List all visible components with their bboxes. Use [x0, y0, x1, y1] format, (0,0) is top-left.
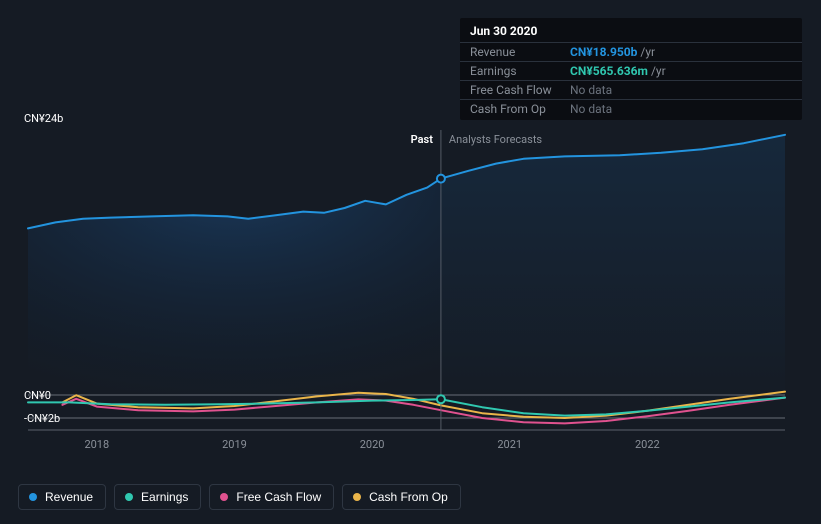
tooltip-metric-value: No data [570, 102, 612, 116]
tooltip-metric-label: Earnings [470, 64, 570, 78]
tooltip-row: RevenueCN¥18.950b/yr [460, 42, 802, 61]
tooltip-row: Cash From OpNo data [460, 99, 802, 118]
tooltip-metric-label: Free Cash Flow [470, 83, 570, 97]
legend-item-free_cash_flow[interactable]: Free Cash Flow [209, 484, 334, 510]
x-axis-label: 2020 [360, 438, 385, 451]
y-axis-label: -CN¥2b [24, 412, 60, 425]
tooltip-row: EarningsCN¥565.636m/yr [460, 61, 802, 80]
legend-color-dot [353, 493, 361, 501]
x-axis-label: 2018 [84, 438, 109, 451]
chart-legend: Revenue Earnings Free Cash Flow Cash From O… [18, 484, 461, 510]
data-point-tooltip: Jun 30 2020 RevenueCN¥18.950b/yrEarnings… [460, 18, 802, 120]
revenue-area [28, 179, 441, 406]
legend-color-dot [125, 493, 133, 501]
legend-color-dot [220, 493, 228, 501]
revenue-area [441, 135, 785, 406]
tooltip-metric-value: CN¥18.950b [570, 45, 637, 59]
x-axis-label: 2022 [635, 438, 660, 451]
region-label-future: Analysts Forecasts [449, 133, 543, 146]
legend-item-cash_from_op[interactable]: Cash From Op [342, 484, 461, 510]
y-axis-label: CN¥24b [24, 112, 63, 125]
legend-item-label: Cash From Op [369, 490, 448, 504]
x-axis-label: 2019 [222, 438, 247, 451]
legend-item-earnings[interactable]: Earnings [114, 484, 201, 510]
y-axis-label: CN¥0 [24, 389, 51, 402]
tooltip-metric-suffix: /yr [640, 45, 655, 59]
tooltip-metric-value: CN¥565.636m [570, 64, 648, 78]
tooltip-row: Free Cash FlowNo data [460, 80, 802, 99]
legend-item-label: Free Cash Flow [236, 490, 321, 504]
tooltip-metric-value: No data [570, 83, 612, 97]
tooltip-date: Jun 30 2020 [460, 24, 802, 42]
legend-item-label: Revenue [45, 490, 93, 504]
x-axis-label: 2021 [497, 438, 522, 451]
tooltip-metric-suffix: /yr [651, 64, 666, 78]
legend-item-revenue[interactable]: Revenue [18, 484, 106, 510]
legend-item-label: Earnings [141, 490, 188, 504]
highlight-marker-revenue [437, 175, 445, 183]
tooltip-metric-label: Revenue [470, 45, 570, 59]
legend-color-dot [29, 493, 37, 501]
region-label-past: Past [411, 133, 434, 146]
financial-forecast-chart: CN¥24b CN¥0 -CN¥2b 2018 2019 2020 2021 2022 Past… [0, 0, 821, 524]
tooltip-metric-label: Cash From Op [470, 102, 570, 116]
highlight-marker-earnings [437, 395, 445, 403]
